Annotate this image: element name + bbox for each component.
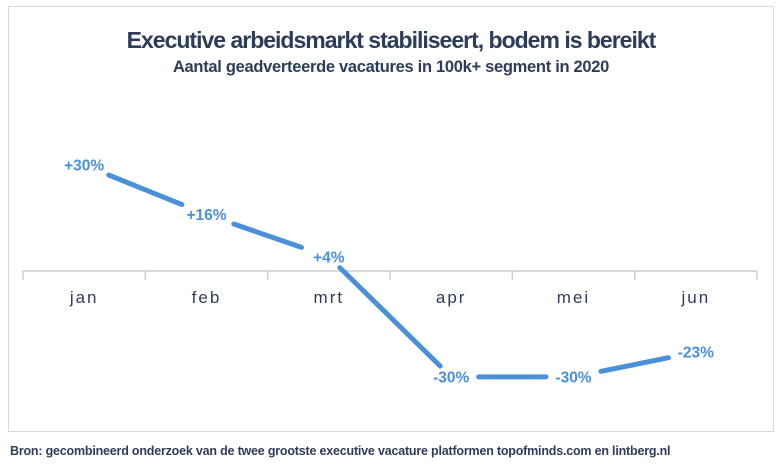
chart-title: Executive arbeidsmarkt stabiliseert, bod… — [126, 27, 657, 53]
chart-subtitle: Aantal geadverteerde vacatures in 100k+ … — [172, 58, 610, 76]
chart-card: Executive arbeidsmarkt stabiliseert, bod… — [8, 6, 774, 432]
chart-header: Executive arbeidsmarkt stabiliseert, bod… — [9, 27, 773, 77]
source-note: Bron: gecombineerd onderzoek van de twee… — [10, 444, 671, 458]
